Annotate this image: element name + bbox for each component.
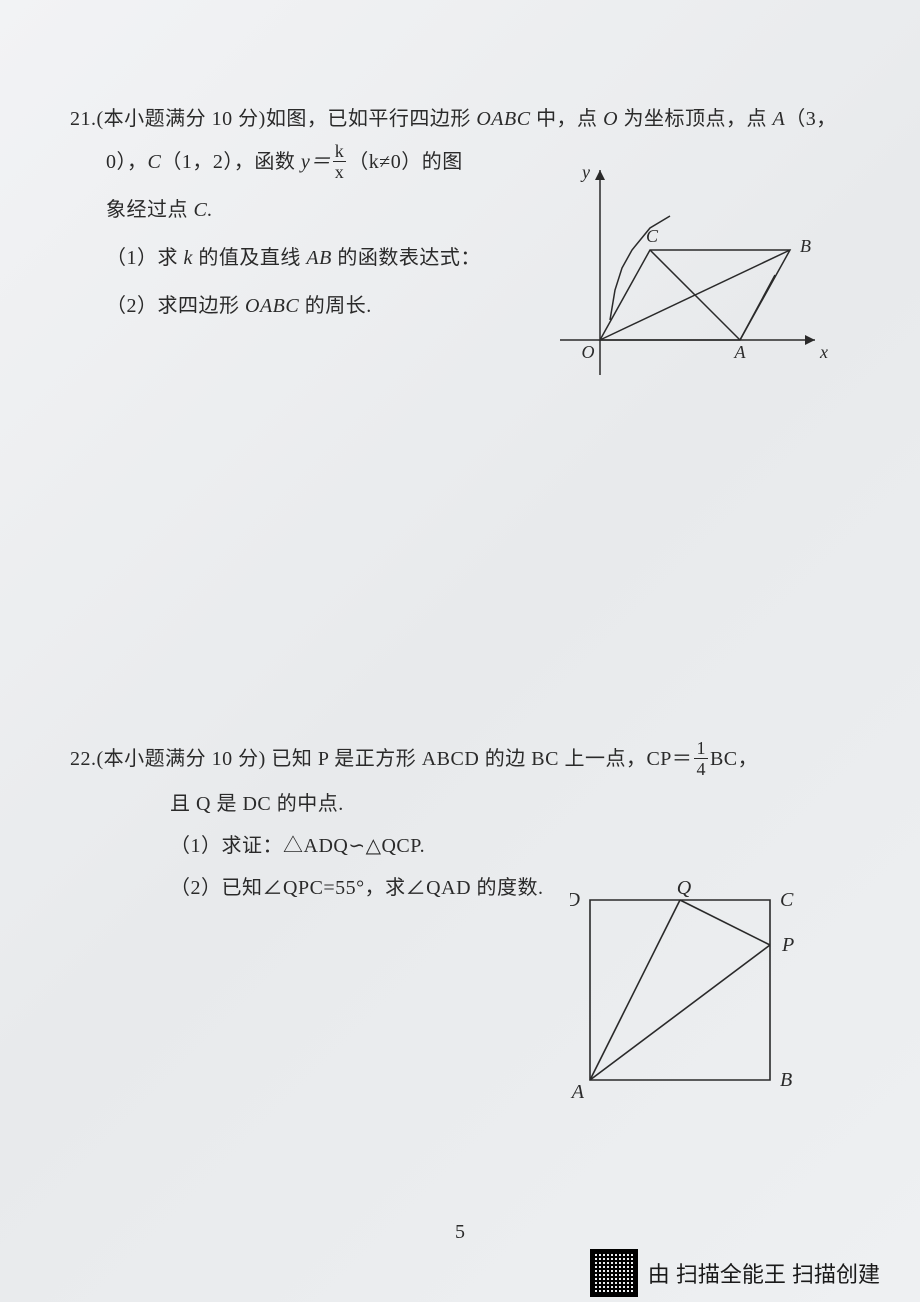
q22-frac-num: 1 <box>694 739 708 759</box>
q21-q1-a: （1）求 <box>106 247 184 269</box>
footer-attribution: 由 扫描全能王 扫描创建 <box>590 1249 880 1297</box>
figure-22: D C B A Q P <box>570 880 800 1100</box>
q22-sub1: （1）求证：△ADQ∽△QCP. <box>170 828 850 864</box>
q21-number: 21. <box>70 108 97 130</box>
q21-frac-den: x <box>333 162 347 181</box>
figure-21-svg: O Ax y C B <box>550 160 830 390</box>
svg-text:C: C <box>646 226 659 246</box>
footer-text: 由 扫描全能王 扫描创建 <box>648 1257 880 1289</box>
q21-line2-a: 0）， <box>106 151 148 173</box>
q22-points-value: 10 <box>212 748 233 770</box>
q21-sub2: （2）求四边形 OABC 的周长. <box>106 282 546 330</box>
q21-q2-OABC: OABC <box>245 295 299 317</box>
q21-O: O <box>603 108 618 130</box>
q21-y-eq: y＝ <box>301 151 331 173</box>
q21-C-coords: （1，2），函数 <box>161 151 301 173</box>
qr-code-icon <box>590 1249 638 1297</box>
q21-points-prefix: (本小题满分 <box>97 108 212 130</box>
figure-22-svg: D C B A Q P <box>570 880 800 1100</box>
problem-21-header: 21.(本小题满分 10 分)如图，已如平行四边形 OABC 中，点 O 为坐标… <box>70 100 850 138</box>
q21-A: A <box>773 108 786 130</box>
q21-stem-a: 如图，已如平行四边形 <box>266 108 477 130</box>
q22-number: 22. <box>70 748 97 770</box>
problem-22-header: 22.(本小题满分 10 分) 已知 P 是正方形 ABCD 的边 BC 上一点… <box>70 740 850 780</box>
q21-kneq: （k≠0）的图 <box>348 151 462 173</box>
q21-Cdot: C. <box>194 199 213 221</box>
page-number: 5 <box>455 1221 465 1244</box>
q21-line2: 0），C（1，2），函数 y＝kx（k≠0）的图 <box>106 138 546 186</box>
figure-21: O Ax y C B <box>550 160 830 390</box>
q21-points-value: 10 <box>212 108 233 130</box>
q21-q1-AB: AB <box>306 247 331 269</box>
q21-line3-text: 象经过点 <box>106 199 194 221</box>
q21-sub1: （1）求 k 的值及直线 AB 的函数表达式： <box>106 234 546 282</box>
q22-line2: 且 Q 是 DC 的中点. <box>170 780 850 828</box>
q21-q1-c: 的函数表达式： <box>332 247 481 269</box>
svg-text:D: D <box>570 889 581 911</box>
q21-stem-c: 为坐标顶点，点 <box>618 108 773 130</box>
q21-points-suffix: 分) <box>233 108 266 130</box>
q21-line3: 象经过点 C. <box>106 186 546 234</box>
svg-text:Q: Q <box>677 880 692 899</box>
q22-frac: 14 <box>694 739 708 778</box>
q21-q1-k: k <box>184 247 193 269</box>
problem-21-body: 0），C（1，2），函数 y＝kx（k≠0）的图 象经过点 C. （1）求 k … <box>106 138 546 330</box>
q22-frac-den: 4 <box>694 759 708 778</box>
q21-frac-num: k <box>333 142 347 162</box>
q21-q1-b: 的值及直线 <box>193 247 307 269</box>
svg-text:B: B <box>800 236 811 256</box>
problem-21: 21.(本小题满分 10 分)如图，已如平行四边形 OABC 中，点 O 为坐标… <box>70 100 850 580</box>
q22-points-suffix: 分) <box>233 748 272 770</box>
q22-stem-b: BC， <box>710 748 758 770</box>
q21-C: C <box>148 151 162 173</box>
q21-q2-b: 的周长. <box>299 295 372 317</box>
svg-text:B: B <box>780 1069 792 1091</box>
q21-A-coords: （3， <box>785 108 837 130</box>
svg-text:A: A <box>570 1081 585 1100</box>
svg-text:O: O <box>582 342 595 362</box>
q21-q2-a: （2）求四边形 <box>106 295 245 317</box>
svg-text:y: y <box>580 162 590 182</box>
svg-text:P: P <box>781 934 794 956</box>
svg-text:x: x <box>819 342 828 362</box>
problem-22: 22.(本小题满分 10 分) 已知 P 是正方形 ABCD 的边 BC 上一点… <box>70 740 850 1240</box>
q21-frac: kx <box>333 142 347 181</box>
q21-oabc: OABC <box>476 108 530 130</box>
svg-text:A: A <box>734 342 747 362</box>
svg-text:C: C <box>780 889 794 911</box>
q22-points-prefix: (本小题满分 <box>97 748 212 770</box>
exam-page: 21.(本小题满分 10 分)如图，已如平行四边形 OABC 中，点 O 为坐标… <box>0 0 920 1302</box>
q22-stem-a: 已知 P 是正方形 ABCD 的边 BC 上一点，CP＝ <box>271 748 692 770</box>
q21-stem-b: 中，点 <box>531 108 604 130</box>
